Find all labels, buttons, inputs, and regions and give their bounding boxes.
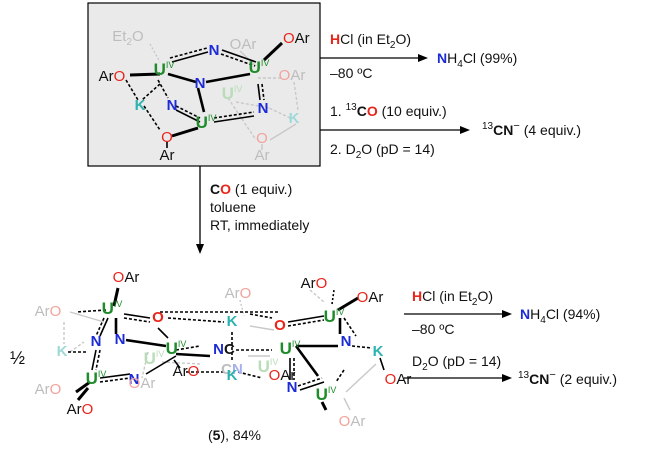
nitrogen-atom: N	[258, 100, 269, 117]
aro-label-faded: ArO	[35, 303, 62, 320]
oar-label: OAr	[269, 367, 296, 384]
uranium-atom: UIV	[102, 299, 123, 318]
cyanide-link: NC	[213, 341, 235, 358]
nitrogen-atom: N	[129, 371, 140, 388]
time-label: RT, immediately	[210, 217, 309, 233]
product-nh4cl-bottom: NH4Cl (94%)	[520, 306, 600, 326]
condition-temp: –80 ºC	[330, 65, 372, 81]
potassium-atom: K	[227, 313, 238, 330]
compound-label: (5), 84%	[208, 427, 261, 443]
aro-label-faded: ArO	[35, 381, 62, 398]
nitrogen-atom: N	[209, 42, 220, 59]
arrow-hcl-bottom	[404, 310, 512, 318]
oxygen-atom: O	[161, 129, 173, 146]
uranium-atom-faded: UIV	[144, 349, 165, 368]
nitrogen-atom: N	[195, 75, 206, 92]
oar-label-faded: OAr	[339, 413, 366, 430]
cyanide-link-faded: CN	[221, 361, 243, 378]
uranium-atom-faded: UIV	[222, 84, 243, 103]
nitrogen-atom: N	[115, 331, 126, 348]
reagent-hcl-bottom: HCl (in Et2O)	[412, 288, 493, 308]
arrow-hcl-top	[320, 54, 428, 62]
arrow-d2o-bottom	[404, 374, 512, 382]
arrow-co-top	[320, 126, 470, 134]
uranium-atom: UIV	[196, 113, 217, 132]
oar-label-faded: OAr	[230, 36, 257, 53]
reagent-d2o: 2. D2O (pD = 14)	[330, 141, 435, 161]
nitrogen-atom: N	[287, 379, 298, 396]
aro-label-faded: ArO	[225, 285, 252, 302]
product-nh4cl: NH4Cl (99%)	[437, 50, 517, 70]
oar-label: OAr	[113, 269, 140, 286]
solvent-label: toluene	[210, 199, 256, 215]
reagent-13co: 1. 13CO (10 equiv.)	[330, 102, 447, 119]
nitrogen-atom: N	[91, 333, 102, 350]
uranium-atom: UIV	[166, 339, 187, 358]
condition-temp-bottom: –80 ºC	[412, 321, 454, 337]
reagent-hcl: HCl (in Et2O)	[330, 31, 411, 51]
aro-label: ArO	[99, 68, 126, 85]
aro-label: ArO	[67, 401, 94, 418]
oxygen-atom-faded: O	[256, 130, 268, 147]
uranium-atom-faded: UIV	[258, 357, 279, 376]
nitrogen-atom: N	[341, 333, 352, 350]
oxygen-atom: O	[152, 309, 164, 326]
half-symbol: ½	[10, 348, 25, 368]
uranium-atom: UIV	[154, 60, 175, 79]
nitrogen-atom: N	[167, 97, 178, 114]
arrow-co-down	[196, 166, 204, 254]
ar-label: Ar	[160, 147, 175, 164]
product-13cn-bottom: 13CN− (2 equiv.)	[518, 369, 617, 387]
uranium-atom: UIV	[249, 58, 270, 77]
reagent-co: CO (1 equiv.)	[210, 181, 292, 197]
ar-label-faded: Ar	[255, 147, 270, 164]
oxygen-atom: O	[274, 317, 286, 334]
oar-label: OAr	[283, 30, 310, 47]
product-13cn: 13CN− (4 equiv.)	[482, 120, 581, 138]
potassium-atom: K	[227, 367, 238, 384]
uranium-atom: UIV	[280, 339, 301, 358]
potassium-atom: K	[135, 97, 146, 114]
starting-complex-box	[87, 2, 321, 167]
product-complex: OAr ArO UIV O ArO K O ArO UIV OAr N N K …	[35, 269, 412, 430]
potassium-atom: K	[373, 343, 384, 360]
oar-label: OAr	[357, 289, 384, 306]
uranium-atom: UIV	[86, 369, 107, 388]
aro-label: ArO	[173, 363, 200, 380]
uranium-atom: UIV	[324, 307, 345, 326]
oar-label: OAr	[385, 371, 412, 388]
oar-label-faded: OAr	[129, 375, 156, 392]
starting-complex: Et2O OAr OAr ArO UIV N UIV OAr N UIV K N…	[99, 28, 310, 164]
et2o-label: Et2O	[112, 28, 143, 48]
reagent-d2o-bottom: D2O (pD = 14)	[412, 353, 501, 373]
aro-label: ArO	[301, 275, 328, 292]
oar-label-faded: OAr	[279, 67, 306, 84]
uranium-atom: UIV	[316, 385, 337, 404]
potassium-atom-faded: K	[57, 343, 68, 360]
potassium-atom-faded: K	[289, 110, 300, 127]
